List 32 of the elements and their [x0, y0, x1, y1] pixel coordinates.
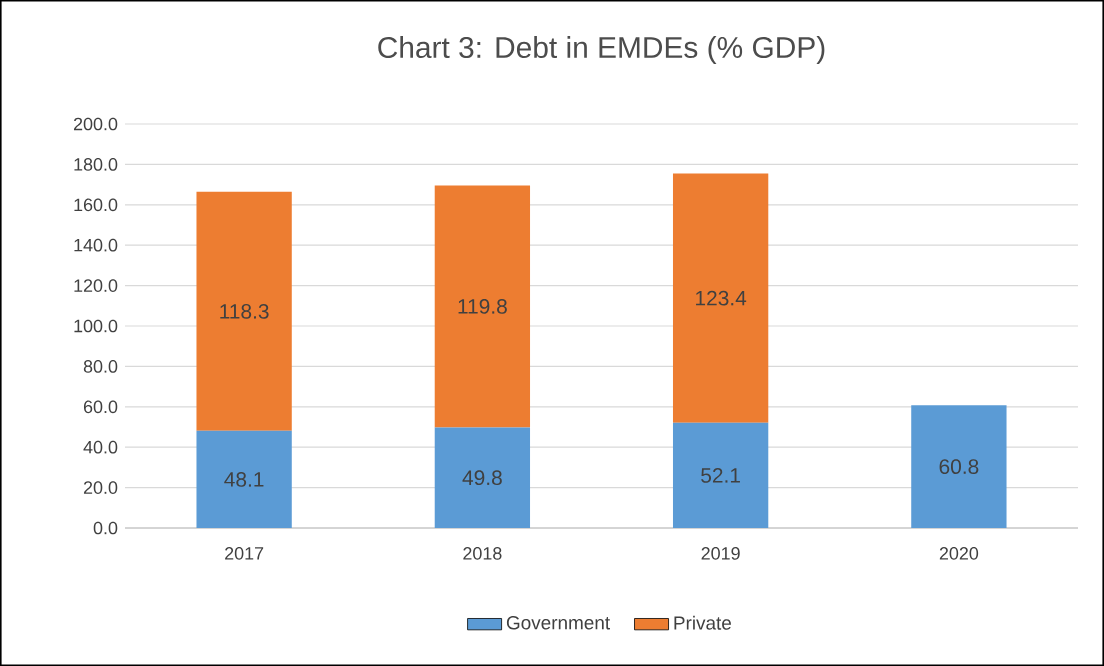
y-tick-label: 80.0: [83, 360, 118, 373]
data-label: 118.3: [220, 303, 269, 319]
bar: [911, 405, 1007, 528]
y-tick-label: 40.0: [83, 440, 118, 454]
y-tick-label: 20.0: [83, 481, 118, 494]
legend-label: Private: [674, 615, 731, 630]
data-label: 123.4: [696, 290, 747, 306]
y-tick-label: 100.0: [74, 319, 118, 333]
bar: [434, 185, 531, 428]
x-tick-label: 2018: [463, 547, 502, 560]
data-label: 60.8: [939, 459, 979, 475]
y-tick-label: 200.0: [73, 117, 118, 131]
data-label: 52.1: [701, 467, 740, 483]
y-tick-label: 120.0: [74, 279, 118, 292]
x-tick-label: 2019: [701, 547, 740, 560]
y-tick-label: 0.0: [93, 521, 118, 535]
y-tick-label: 60.0: [83, 400, 118, 414]
y-tick-label: 180.0: [74, 158, 118, 171]
y-tick-label: 140.0: [74, 238, 118, 252]
data-label: 48.1: [224, 472, 264, 487]
legend-label: Government: [506, 616, 610, 630]
x-tick-label: 2020: [939, 547, 979, 560]
bar: [434, 427, 531, 528]
data-label: 49.8: [462, 470, 502, 486]
x-tick-label: 2017: [225, 547, 264, 560]
bar: [672, 422, 769, 528]
bar: [196, 430, 292, 528]
data-label: 119.8: [458, 299, 507, 314]
y-tick-label: 160.0: [74, 198, 118, 212]
bar: [672, 173, 769, 423]
chart-title: Chart 3: Debt in EMDEs (% GDP): [378, 36, 825, 64]
bar: [196, 191, 292, 431]
